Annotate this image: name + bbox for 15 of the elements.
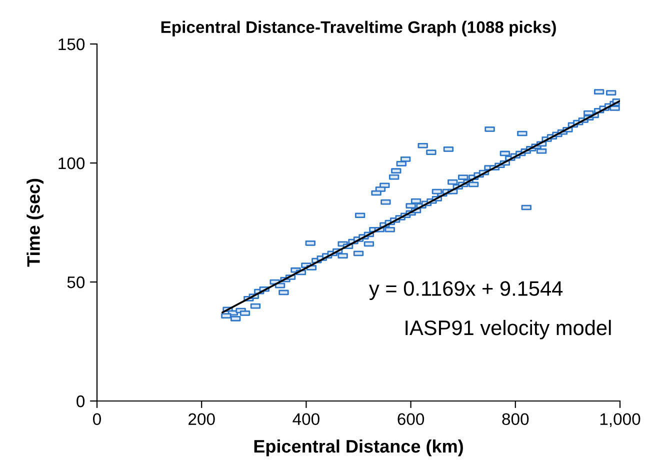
y-axis-title: Time (sec) (26, 178, 44, 267)
y-tick-label: 150 (58, 38, 85, 50)
x-tick-label: 200 (188, 413, 215, 426)
y-tick-label: 100 (58, 157, 85, 170)
x-tick-label: 800 (502, 413, 529, 426)
annotation: y = 0.1169x + 9.1544 (369, 281, 563, 300)
x-axis-title: Epicentral Distance (km) (254, 439, 463, 456)
x-tick-label: 600 (398, 413, 424, 426)
annotation: IASP91 velocity model (406, 320, 611, 340)
y-tick-label: 50 (67, 276, 85, 288)
x-tick-label: 1,000 (600, 413, 640, 428)
y-tick-label: 0 (76, 395, 85, 408)
x-tick-label: 400 (292, 413, 320, 426)
chart-title: Epicentral Distance-Traveltime Graph (1088 picks) (161, 20, 556, 36)
x-tick-label: 0 (93, 413, 101, 426)
